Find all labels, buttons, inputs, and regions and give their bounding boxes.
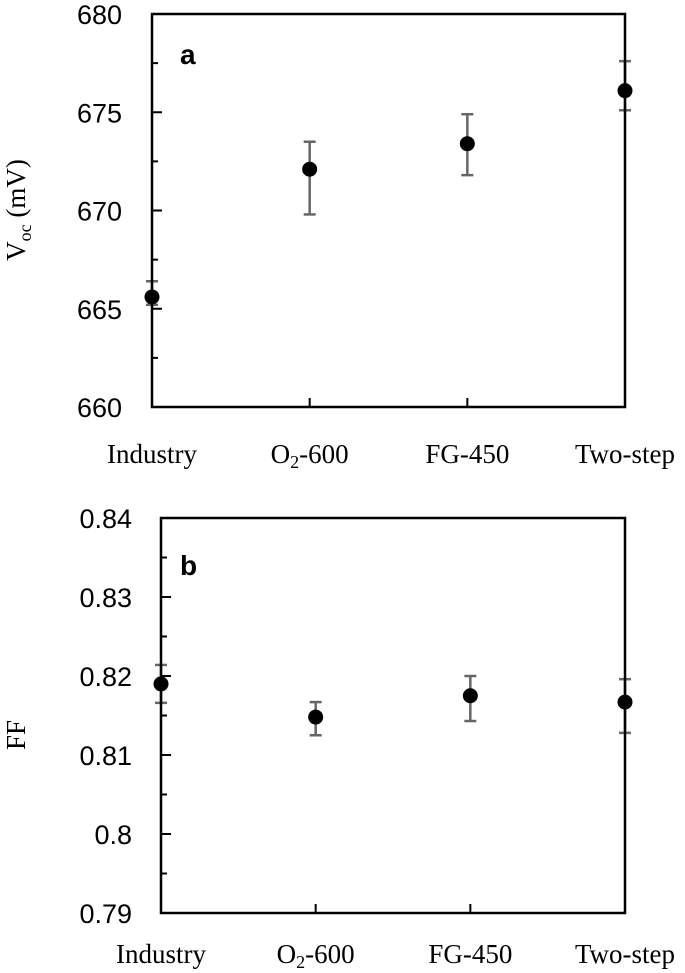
data-point-marker — [459, 136, 475, 152]
y-tick-label: 665 — [77, 295, 122, 325]
y-tick-label: 680 — [77, 0, 122, 30]
data-point-marker — [302, 161, 318, 177]
y-tick-label: 0.82 — [79, 662, 132, 692]
y-tick-label: 0.84 — [79, 504, 132, 534]
panel-b-plot-frame — [159, 516, 627, 915]
x-category-label: Two-step — [575, 939, 675, 969]
panel-b-letter: b — [180, 550, 197, 581]
data-point-marker — [462, 688, 478, 704]
y-tick-label: 0.79 — [79, 899, 132, 929]
x-category-label: Industry — [107, 439, 197, 469]
panel-b-ff-chart: 0.79 0.8 0.81 0.82 0.83 0.84 b Industry O2-600… — [1, 504, 675, 972]
x-category-label: FG-450 — [428, 939, 512, 969]
x-category-label: O2-600 — [271, 439, 349, 472]
x-category-label: Two-step — [575, 439, 675, 469]
panel-b-markers — [153, 676, 633, 725]
panel-a-category-labels: Industry O2-600 FG-450 Two-step — [107, 439, 675, 472]
x-category-label: O2-600 — [277, 939, 355, 972]
y-tick-label: 0.83 — [79, 583, 132, 613]
y-tick-label: 675 — [77, 98, 122, 128]
y-tick-label: 670 — [77, 197, 122, 227]
panel-b-errorbars — [155, 663, 631, 737]
x-category-label: FG-450 — [425, 439, 509, 469]
panel-a-plot-frame — [150, 12, 627, 409]
y-tick-label: 0.81 — [79, 741, 132, 771]
panel-a-letter: a — [180, 39, 196, 70]
panel-a-y-axis-title: Voc (mV) — [1, 159, 35, 261]
panel-b-y-axis-title: FF — [1, 720, 31, 750]
panel-a-ytick-labels: 660 665 670 675 680 — [77, 0, 122, 423]
data-point-marker — [308, 709, 324, 725]
panel-b-ytick-labels: 0.79 0.8 0.81 0.82 0.83 0.84 — [79, 504, 132, 929]
panel-a-errorbars — [146, 59, 631, 307]
y-tick-label: 0.8 — [94, 820, 132, 850]
panel-a-voc-chart: 660 665 670 675 680 a Industry O2-600 FG-450 Tw… — [1, 0, 675, 472]
y-tick-label: 660 — [77, 393, 122, 423]
panel-a-markers — [144, 83, 633, 305]
panel-b-category-labels: Industry O2-600 FG-450 Two-step — [116, 939, 675, 972]
x-category-label: Industry — [116, 939, 206, 969]
